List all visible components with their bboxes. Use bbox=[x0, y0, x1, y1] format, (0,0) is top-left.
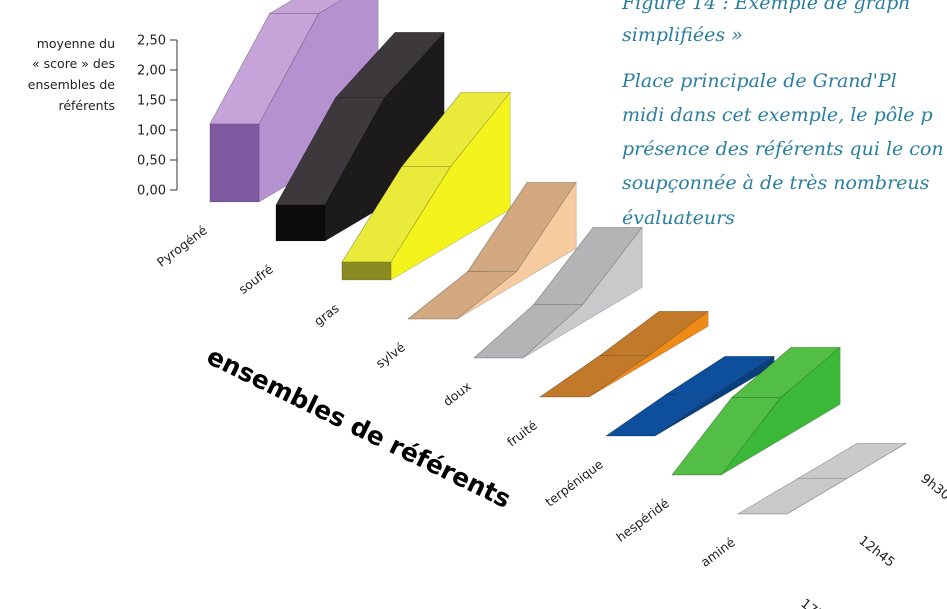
category-label: soufré bbox=[236, 261, 276, 297]
category-label: terpénique bbox=[542, 456, 606, 509]
bar-hespéridé bbox=[671, 346, 842, 476]
category-label: gras bbox=[311, 300, 342, 328]
bar-fruité bbox=[539, 310, 710, 398]
bar-soufré bbox=[275, 31, 445, 242]
bar-front-face bbox=[720, 346, 841, 476]
caption-line-6: soupçonnée à de très nombreus bbox=[622, 172, 930, 194]
y-axis-label-line-2: « score » des bbox=[32, 56, 115, 71]
category-label: hespéridé bbox=[613, 495, 672, 544]
y-tick-label: 2,50 bbox=[137, 34, 166, 49]
bar-top-face bbox=[539, 355, 650, 398]
bar-end-face bbox=[275, 204, 326, 242]
category-label: fruité bbox=[504, 417, 540, 449]
bar-top-face bbox=[736, 478, 848, 515]
caption-line-2: simplifiées » bbox=[622, 24, 743, 46]
caption-line-7: évaluateurs bbox=[622, 207, 735, 229]
bar-front-face bbox=[588, 310, 709, 398]
bar-doux bbox=[473, 226, 643, 359]
y-axis-label-line-3: ensembles de bbox=[28, 77, 116, 92]
time-label: 17h50 bbox=[798, 596, 840, 609]
bar-Pyrogéné bbox=[209, 0, 379, 203]
caption-line-5: présence des référents qui le con bbox=[622, 138, 944, 160]
bar-front-face bbox=[456, 181, 577, 320]
caption-line-3: Place principale de Grand'Pl bbox=[621, 70, 897, 92]
bar-top-face bbox=[407, 271, 518, 320]
caption-line-4: midi dans cet exemple, le pôle p bbox=[622, 104, 933, 126]
category-label: sylvé bbox=[373, 339, 408, 371]
bar-terpénique bbox=[605, 355, 776, 437]
category-label: Pyrogéné bbox=[154, 222, 210, 269]
bar-front-face bbox=[654, 355, 775, 437]
y-tick-label: 1,00 bbox=[137, 124, 166, 139]
time-label: 9h30 bbox=[918, 471, 947, 503]
bar-top-face bbox=[605, 394, 716, 437]
caption-line-1: Figure 14 : Exemple de graph bbox=[621, 0, 910, 14]
y-tick-label: 0,50 bbox=[137, 154, 166, 169]
bars-group bbox=[209, 0, 908, 515]
y-tick-label: 2,00 bbox=[137, 64, 166, 79]
x-axis-title: ensembles de référents bbox=[202, 341, 515, 514]
bar-top-face bbox=[268, 0, 343, 14]
y-axis-label-line-1: moyenne du bbox=[37, 36, 115, 51]
bar-aminé bbox=[736, 442, 908, 515]
figure-caption: Figure 14 : Exemple de graph simplifiées… bbox=[621, 0, 944, 229]
bar-front-face bbox=[786, 443, 907, 515]
bar-top-face bbox=[796, 442, 908, 480]
bar-gras bbox=[341, 91, 511, 281]
category-label: doux bbox=[440, 378, 474, 409]
category-label: aminé bbox=[698, 534, 738, 570]
y-tick-label: 1,50 bbox=[137, 94, 166, 109]
time-label: 12h45 bbox=[856, 533, 898, 570]
category-labels-group: Pyrogéné soufré gras sylvé doux fruitéterpéni… bbox=[154, 222, 738, 570]
bar-sylvé bbox=[407, 181, 577, 320]
bar-front-face bbox=[522, 226, 643, 359]
bar-end-face bbox=[209, 123, 260, 203]
y-ticks-group: 0,00 0,50 1,00 1,50 2,00 2,50 bbox=[137, 34, 177, 199]
bar-end-face bbox=[341, 261, 392, 281]
y-axis-label-line-4: référents bbox=[58, 98, 115, 113]
y-tick-label: 0,00 bbox=[137, 184, 166, 199]
